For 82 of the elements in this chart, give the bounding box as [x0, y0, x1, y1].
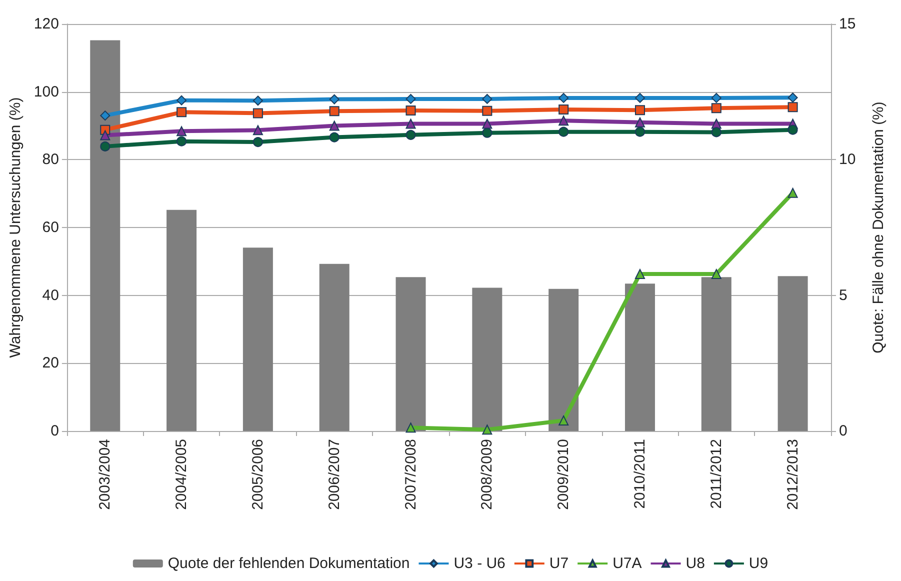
- bar: [548, 288, 579, 431]
- bar: [90, 40, 120, 431]
- bar: [166, 210, 197, 431]
- y-tick-label: 100: [34, 83, 59, 100]
- legend-label: U8: [686, 555, 705, 572]
- y-axis-title: Wahrgenommene Untersuchungen (%): [7, 97, 24, 358]
- point: [252, 96, 263, 106]
- y2-tick-label: 5: [839, 286, 848, 304]
- y-tick-label: 60: [42, 219, 59, 236]
- point: [634, 92, 645, 103]
- y-tick-label: 0: [50, 422, 59, 440]
- point: [482, 424, 492, 435]
- point: [100, 110, 110, 121]
- legend-label: U7: [549, 555, 569, 572]
- y2-tick-label: 15: [839, 16, 856, 32]
- point: [482, 94, 492, 104]
- point: [252, 137, 263, 148]
- y2-tick-label: 10: [839, 151, 856, 168]
- point: [329, 120, 340, 131]
- point: [406, 94, 416, 104]
- point: [176, 126, 187, 136]
- point: [100, 141, 110, 152]
- point: [788, 124, 798, 135]
- point: [788, 188, 798, 198]
- point: [176, 136, 187, 146]
- x-tick-label: 2003/2004: [96, 439, 114, 510]
- point: [252, 108, 263, 118]
- x-tick-label: 2007/2008: [402, 439, 420, 510]
- point: [176, 95, 187, 106]
- point: [329, 94, 340, 104]
- x-tick-label: 2012/2013: [784, 439, 802, 510]
- y2-tick-label: 0: [839, 422, 848, 440]
- point: [558, 415, 569, 426]
- bar: [472, 288, 502, 431]
- point: [558, 92, 569, 103]
- point: [634, 126, 645, 137]
- point: [406, 118, 416, 129]
- point: [482, 106, 492, 116]
- point: [711, 103, 722, 114]
- x-tick-label: 2004/2005: [173, 439, 190, 510]
- point: [329, 106, 340, 116]
- bar: [778, 276, 808, 431]
- bar: [396, 277, 426, 431]
- y2-axis-title: Quote: Fälle ohne Dokumentation (%): [870, 102, 887, 354]
- x-tick-label: 2010/2011: [631, 439, 648, 509]
- point: [711, 92, 722, 103]
- point: [100, 130, 110, 140]
- point: [634, 105, 645, 116]
- point: [406, 130, 416, 140]
- legend-label: U3 - U6: [454, 555, 506, 572]
- x-tick-label: 2009/2010: [555, 439, 572, 510]
- bar: [319, 264, 350, 431]
- point: [329, 132, 340, 142]
- point: [406, 105, 416, 116]
- point: [711, 127, 722, 138]
- point: [482, 118, 492, 129]
- legend-label: Quote der fehlenden Dokumentation: [168, 555, 410, 572]
- point: [788, 102, 798, 112]
- x-tick-label: 2011/2012: [708, 439, 725, 509]
- bar: [701, 277, 732, 431]
- point: [558, 116, 569, 126]
- y-tick-label: 20: [42, 354, 59, 372]
- point: [634, 117, 645, 128]
- bar: [624, 284, 655, 431]
- bar: [242, 248, 273, 431]
- point: [558, 104, 569, 114]
- point: [406, 422, 416, 433]
- x-tick-label: 2005/2006: [249, 439, 266, 510]
- x-tick-label: 2006/2007: [326, 439, 343, 510]
- y-tick-label: 40: [42, 286, 59, 304]
- legend-label: U7A: [612, 555, 642, 572]
- point: [176, 107, 187, 118]
- point: [558, 126, 569, 137]
- point: [788, 92, 798, 103]
- point: [482, 128, 492, 138]
- x-tick-label: 2008/2009: [478, 439, 496, 510]
- y-tick-label: 80: [42, 151, 59, 168]
- point: [634, 268, 645, 279]
- point: [711, 268, 722, 279]
- y-tick-label: 120: [34, 16, 59, 32]
- legend-label: U9: [748, 555, 768, 572]
- point: [252, 125, 263, 136]
